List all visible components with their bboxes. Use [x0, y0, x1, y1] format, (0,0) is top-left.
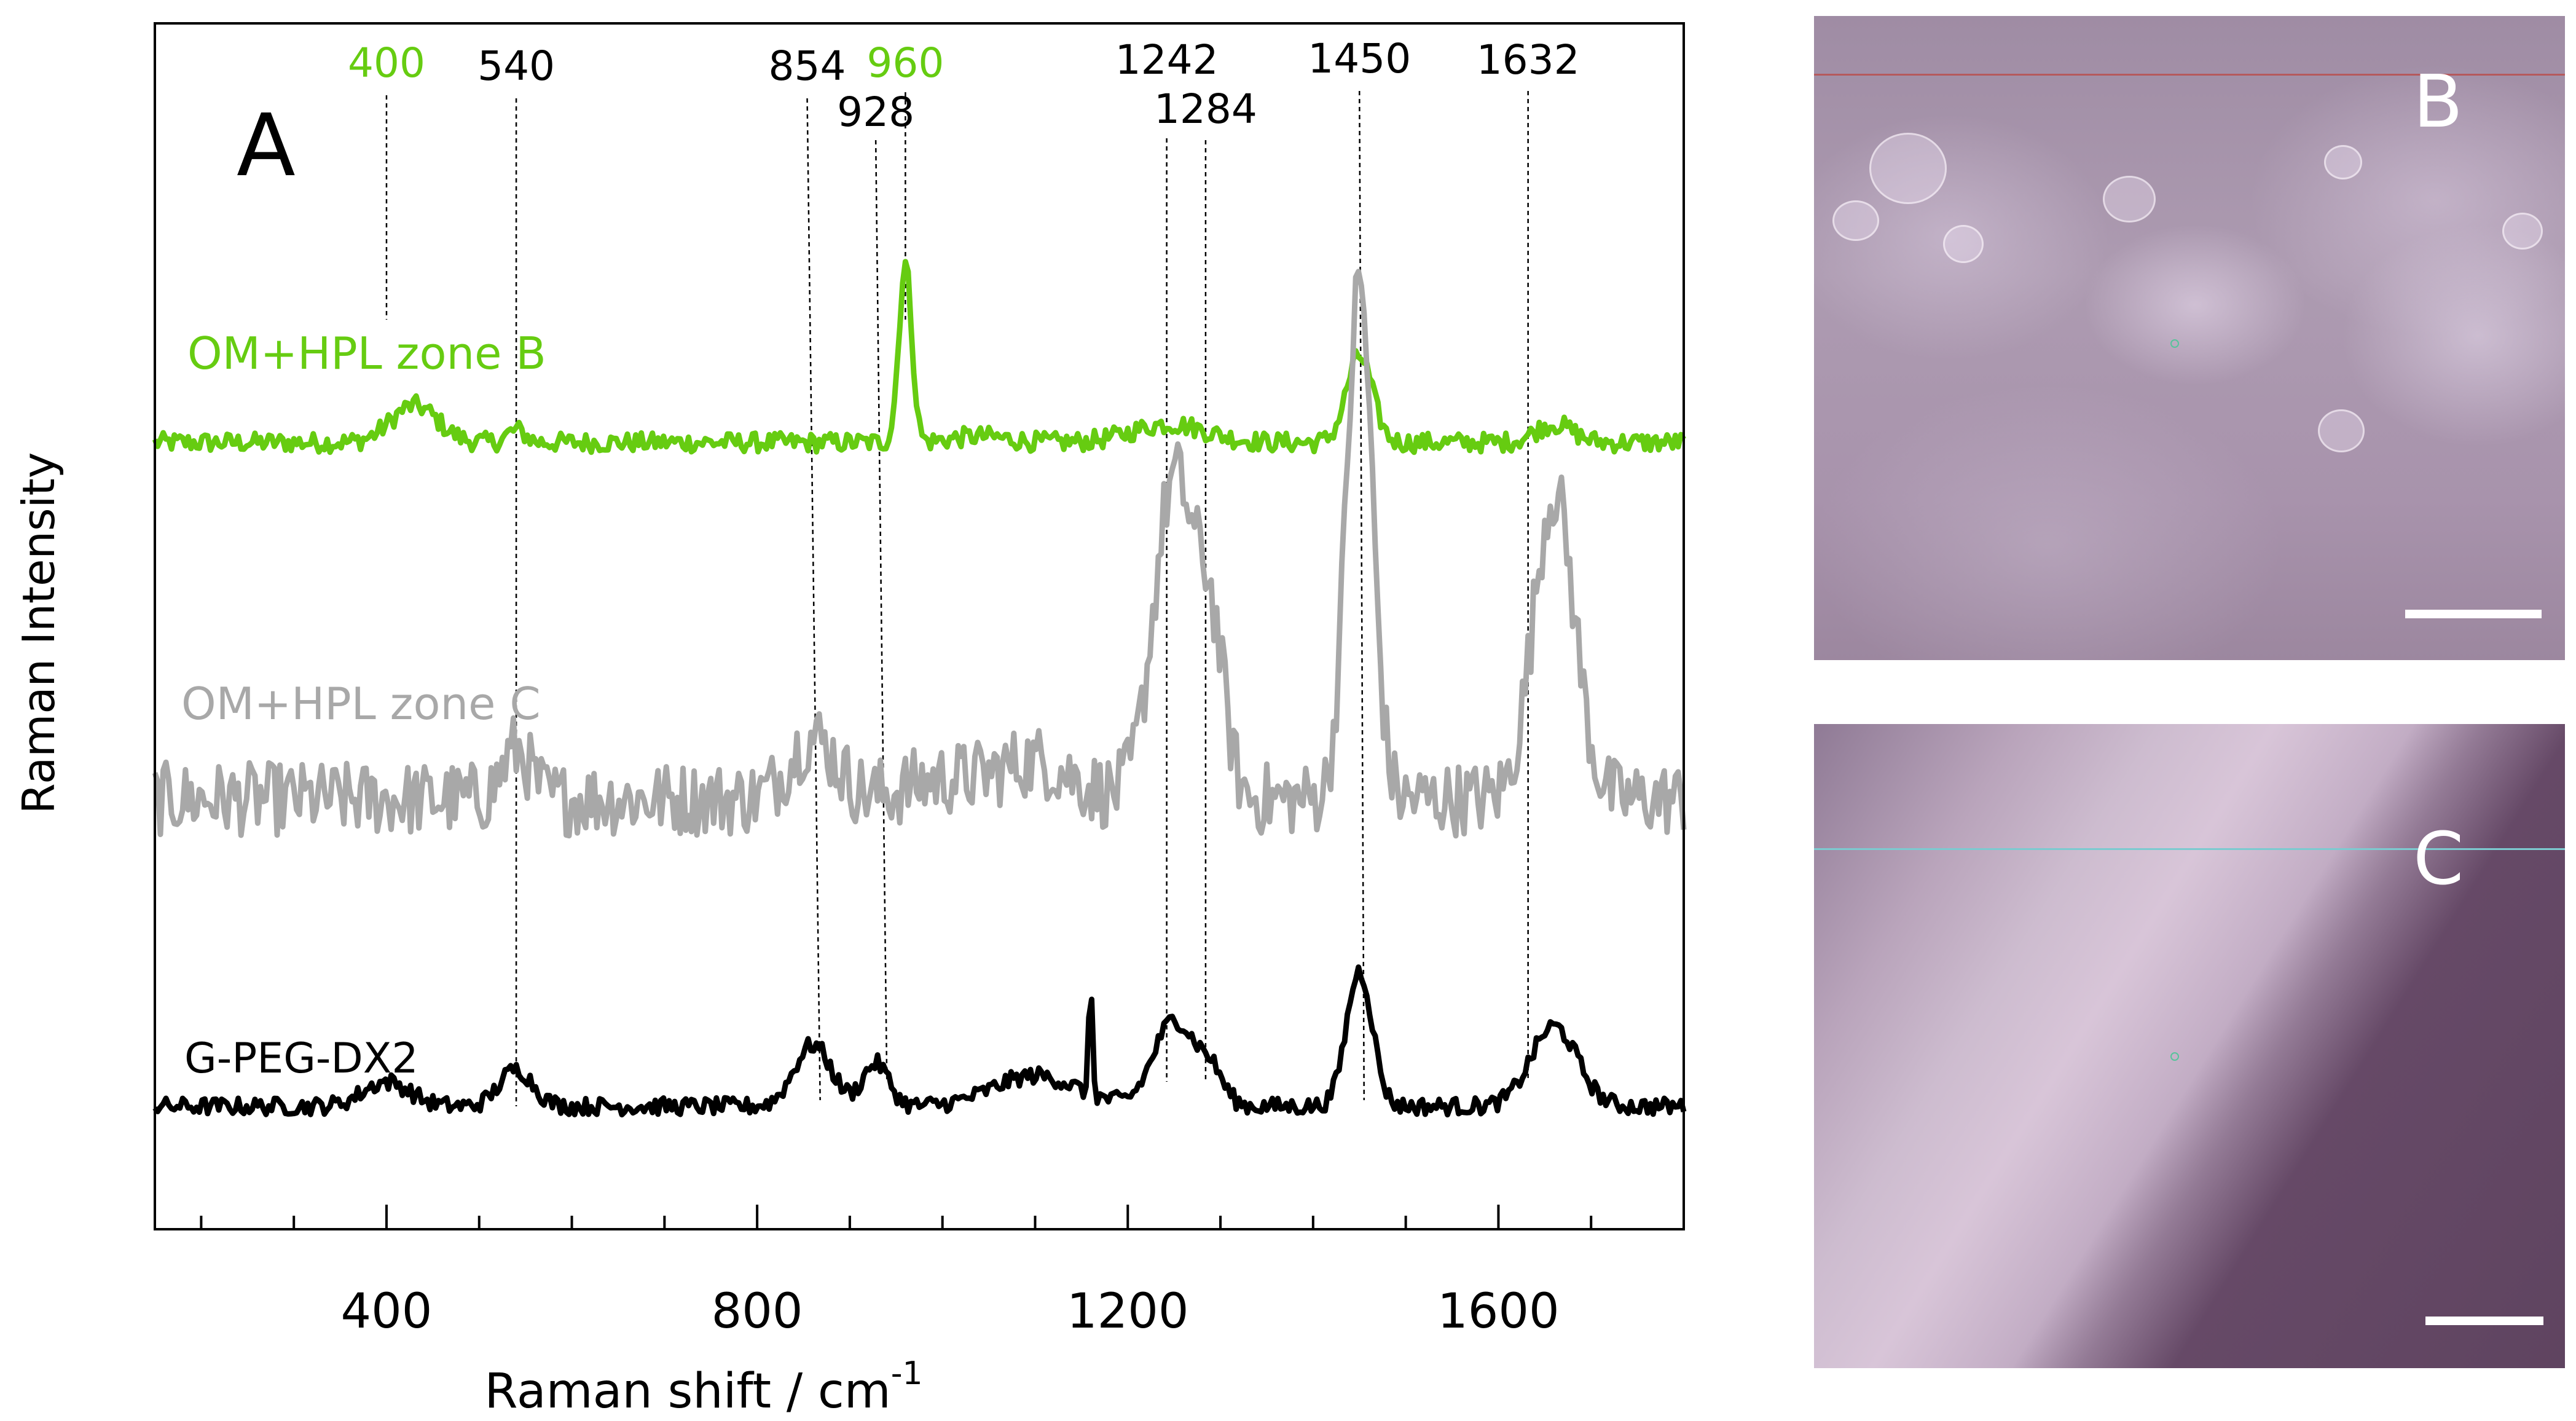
x-axis-label: Raman shift / cm-1 — [484, 1355, 922, 1419]
particle — [2324, 145, 2362, 179]
series-group — [152, 259, 1687, 1118]
particle — [2502, 213, 2543, 250]
panel-label-b: B — [2413, 59, 2463, 144]
peak-annotation-label: 540 — [477, 42, 555, 90]
panel-label-c: C — [2413, 816, 2464, 901]
measurement-marker — [2170, 1052, 2179, 1061]
x-axis-label-text: Raman shift / cm — [484, 1364, 890, 1419]
peak-annotation-label: 854 — [769, 42, 846, 90]
panel-label-a: A — [237, 96, 296, 196]
measurement-marker — [2170, 339, 2179, 348]
x-tick-label: 1600 — [1437, 1284, 1560, 1339]
x-tick-label: 1200 — [1067, 1284, 1189, 1339]
peak-annotation-label: 1284 — [1154, 85, 1257, 133]
series-line-1 — [152, 269, 1687, 839]
peak-guide-line — [806, 98, 821, 1101]
micrograph-c: C — [1814, 724, 2565, 1368]
series-label-0: OM+HPL zone B — [187, 328, 546, 379]
series-labels: OM+HPL zone B OM+HPL zone C G-PEG-DX2 — [181, 328, 546, 1083]
series-label-2: G-PEG-DX2 — [184, 1034, 418, 1083]
peak-annotation-label: 1632 — [1477, 36, 1580, 84]
peak-annotation-label: 1450 — [1308, 35, 1411, 82]
crosshair-line — [1814, 848, 2565, 850]
y-axis-label: Raman Intensity — [13, 452, 65, 814]
x-tick-label: 800 — [712, 1284, 803, 1339]
particle — [1943, 225, 1984, 263]
particle — [1869, 133, 1947, 204]
scale-bar — [2425, 1317, 2543, 1325]
peak-annotation-label: 960 — [866, 39, 944, 87]
peak-guide-line — [874, 140, 888, 1082]
peak-annotation-label: 1242 — [1115, 36, 1219, 84]
x-axis-label-superscript: -1 — [891, 1355, 923, 1392]
scale-bar — [2405, 610, 2542, 618]
x-ticks: 400 800 1200 1600 — [200, 1205, 1685, 1339]
plot-frame — [154, 22, 1685, 1230]
particle — [2103, 176, 2156, 222]
series-label-1: OM+HPL zone C — [181, 678, 541, 730]
crosshair-line — [1814, 74, 2565, 76]
series-line-2 — [152, 964, 1687, 1118]
particle — [1832, 200, 1879, 241]
micrograph-b: B — [1814, 16, 2565, 660]
annotation-lines — [385, 90, 1529, 1106]
particle — [2318, 409, 2365, 452]
peak-annotation-label: 400 — [348, 39, 425, 87]
x-tick-label: 400 — [341, 1284, 433, 1339]
peak-annotation-label: 928 — [837, 89, 914, 136]
series-line-0 — [152, 259, 1686, 455]
peak-guide-line — [1358, 90, 1365, 1101]
